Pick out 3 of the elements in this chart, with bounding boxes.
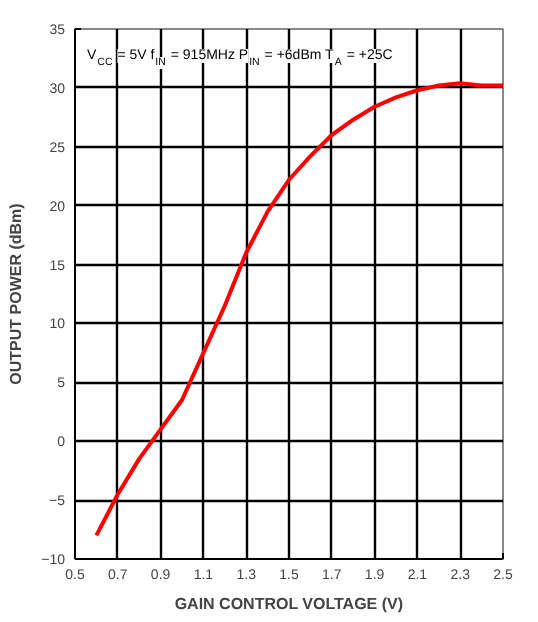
x-axis-title: GAIN CONTROL VOLTAGE (V) [174,595,404,613]
line-series [94,81,503,538]
y-axis-title: OUTPUT POWER (dBm) [7,202,26,385]
